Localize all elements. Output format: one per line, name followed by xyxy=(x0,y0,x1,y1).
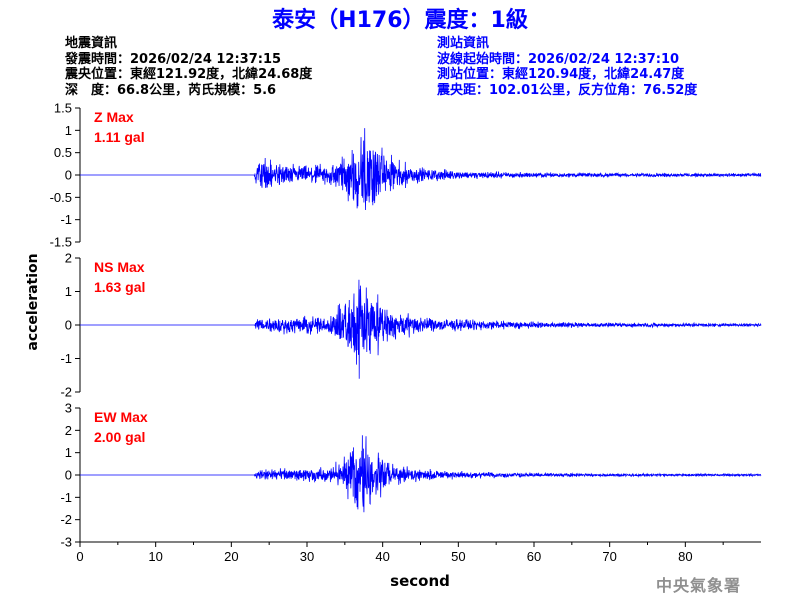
x-tick-label: 30 xyxy=(300,549,314,564)
station-info-block: 測站資訊 波線起始時間：2026/02/24 12:37:10 測站位置：東經1… xyxy=(437,36,697,98)
y-tick-label: -0.5 xyxy=(50,190,72,205)
x-tick-label: 60 xyxy=(527,549,541,564)
agency-watermark: 中央氣象署 xyxy=(656,576,742,595)
quake-info-heading: 地震資訊 xyxy=(65,36,118,51)
y-tick-label: -2 xyxy=(60,385,72,400)
depth-magnitude: 深 度：66.8公里，芮氏規模：5.6 xyxy=(65,82,277,98)
y-tick-label: -2 xyxy=(60,512,72,527)
max-label: NS Max xyxy=(94,259,145,275)
x-tick-label: 80 xyxy=(678,549,692,564)
y-tick-label: 0.5 xyxy=(54,145,72,160)
y-tick-label: 0 xyxy=(65,168,72,183)
chart-title: 泰安（H176）震度：1級 xyxy=(272,8,528,33)
epicenter-location: 震央位置：東經121.92度，北緯24.68度 xyxy=(65,67,313,82)
y-tick-label: 1 xyxy=(65,123,72,138)
origin-time: 發震時間：2026/02/24 12:37:15 xyxy=(65,51,282,67)
max-value: 2.00 gal xyxy=(94,429,145,445)
max-label: Z Max xyxy=(94,109,134,125)
y-tick-label: 0 xyxy=(65,468,72,483)
x-tick-label: 0 xyxy=(76,549,83,564)
max-value: 1.63 gal xyxy=(94,279,145,295)
y-tick-label: -1 xyxy=(60,490,72,505)
waveform-trace-ns xyxy=(80,279,762,379)
y-tick-label: 1 xyxy=(65,445,72,460)
y-tick-label: -3 xyxy=(60,535,72,550)
station-info-heading: 測站資訊 xyxy=(437,36,490,51)
x-tick-label: 20 xyxy=(224,549,238,564)
max-label: EW Max xyxy=(94,409,148,425)
x-tick-label: 10 xyxy=(148,549,162,564)
x-tick-label: 40 xyxy=(375,549,389,564)
waveform-trace-ew xyxy=(80,435,762,513)
y-tick-label: 3 xyxy=(65,401,72,416)
waveform-trace-z xyxy=(80,128,762,211)
wave-start-time: 波線起始時間：2026/02/24 12:37:10 xyxy=(437,51,680,67)
x-axis-label: second xyxy=(390,572,450,590)
y-tick-label: -1 xyxy=(60,212,72,227)
y-tick-label: -1.5 xyxy=(50,235,72,250)
epicentral-distance: 震央距：102.01公里，反方位角：76.52度 xyxy=(437,82,698,98)
y-tick-label: 0 xyxy=(65,318,72,333)
station-location: 測站位置：東經120.94度，北緯24.47度 xyxy=(437,67,685,82)
y-tick-label: 2 xyxy=(65,251,72,266)
y-tick-label: 2 xyxy=(65,423,72,438)
y-tick-label: 1 xyxy=(65,284,72,299)
x-tick-label: 70 xyxy=(602,549,616,564)
y-axis-label: acceleration xyxy=(25,253,41,351)
max-value: 1.11 gal xyxy=(94,129,145,145)
y-tick-label: -1 xyxy=(60,351,72,366)
quake-info-block: 地震資訊 發震時間：2026/02/24 12:37:15 震央位置：東經121… xyxy=(65,36,312,98)
y-tick-label: 1.5 xyxy=(54,101,72,116)
x-tick-label: 50 xyxy=(451,549,465,564)
